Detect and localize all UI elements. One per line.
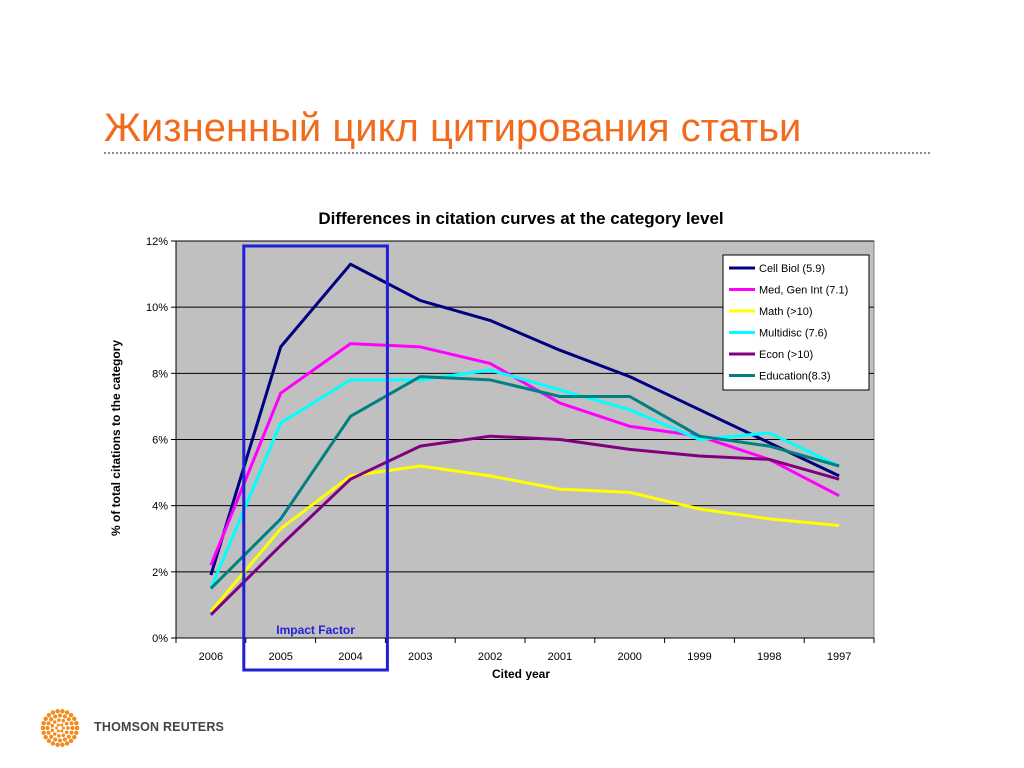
- logo-dot: [61, 733, 66, 738]
- x-tick-label: 2005: [268, 651, 292, 663]
- logo-dot: [72, 735, 77, 740]
- logo-dot: [46, 730, 51, 735]
- logo-dot: [72, 716, 77, 721]
- logo-dot: [74, 730, 79, 735]
- impact-factor-box: [242, 244, 389, 672]
- legend-box: [722, 254, 870, 391]
- x-tick-label: 1999: [687, 651, 711, 663]
- logo-dot: [50, 741, 56, 746]
- legend-label: Multidisc (7.6): [759, 328, 827, 340]
- logo-dot: [49, 717, 54, 722]
- logo-dot: [43, 716, 48, 721]
- logo-dot: [46, 721, 51, 726]
- logo-dot: [55, 709, 60, 714]
- logo-dot: [50, 710, 56, 715]
- x-axis-label: Cited year: [492, 667, 550, 680]
- logo-dot: [49, 734, 54, 739]
- legend-label: Education(8.3): [759, 371, 831, 383]
- series-line: [209, 262, 840, 576]
- legend-label: Econ (>10): [759, 349, 813, 361]
- logo-dot: [70, 726, 75, 730]
- logo-dot: [50, 723, 55, 728]
- logo-dot: [57, 734, 61, 738]
- logo-dot: [62, 714, 67, 719]
- logo-dot: [53, 732, 57, 736]
- slide-title: Жизненный цикл цитирования статьи: [104, 106, 802, 150]
- logo-dot: [64, 721, 69, 726]
- logo-dot: [66, 717, 71, 722]
- logo-dot: [62, 737, 67, 742]
- series-line: [209, 464, 840, 613]
- series-line: [209, 434, 840, 616]
- x-tick-label: 2004: [338, 651, 362, 663]
- legend-label: Med, Gen Int (7.1): [759, 285, 848, 297]
- logo-dot: [55, 726, 58, 730]
- logo-dot: [53, 714, 58, 719]
- thomson-reuters-logo-icon: [40, 709, 80, 747]
- logo-dot: [66, 726, 70, 730]
- x-tick-label: 2003: [408, 651, 432, 663]
- x-tick-label: 2002: [478, 651, 502, 663]
- logo-dot: [57, 718, 61, 722]
- logo-dot: [40, 725, 46, 731]
- logo-dot: [46, 738, 52, 743]
- x-tick-label: 2006: [199, 651, 223, 663]
- logo-dot: [61, 718, 66, 723]
- y-tick-label: 8%: [152, 368, 168, 380]
- y-tick-label: 10%: [146, 302, 168, 314]
- legend-label: Math (>10): [759, 306, 813, 318]
- series-line: [209, 375, 840, 590]
- logo-dot: [43, 735, 48, 740]
- y-tick-label: 0%: [152, 633, 168, 645]
- series-line: [209, 342, 840, 566]
- logo-dot: [64, 741, 70, 746]
- logo-dot: [68, 738, 74, 743]
- y-tick-label: 2%: [152, 567, 168, 579]
- logo-dot: [64, 710, 70, 715]
- y-tick-label: 12%: [146, 236, 168, 248]
- logo-dot: [56, 723, 60, 727]
- chart-svg: Differences in citation curves at the ca…: [96, 193, 928, 680]
- title-divider: [104, 152, 930, 154]
- logo-dot: [60, 729, 64, 733]
- logo-dot: [66, 734, 71, 739]
- logo-dot: [74, 725, 80, 731]
- logo-dot: [53, 720, 57, 724]
- logo-dot: [45, 726, 50, 730]
- logo-dot: [58, 738, 62, 743]
- logo-dot: [53, 737, 58, 742]
- logo-dot: [60, 709, 65, 714]
- logo-dot: [50, 728, 55, 733]
- company-logo: THOMSON REUTERS: [40, 708, 240, 748]
- logo-dot: [74, 721, 79, 726]
- logo-dot: [69, 721, 74, 726]
- x-tick-label: 1997: [827, 651, 851, 663]
- logo-dot: [41, 721, 46, 726]
- logo-dot: [68, 713, 74, 718]
- y-tick-label: 4%: [152, 501, 168, 513]
- series-line: [209, 368, 840, 589]
- logo-dot: [62, 726, 65, 730]
- x-tick-label: 1998: [757, 651, 781, 663]
- logo-dot: [60, 742, 65, 747]
- logo-dot: [60, 723, 64, 727]
- logo-dot: [41, 730, 46, 735]
- impact-factor-label: Impact Factor: [276, 623, 355, 637]
- citation-chart: Differences in citation curves at the ca…: [96, 193, 928, 680]
- logo-dot: [58, 713, 62, 718]
- chart-title: Differences in citation curves at the ca…: [318, 209, 723, 228]
- logo-dot: [56, 729, 60, 733]
- logo-dot: [64, 730, 69, 735]
- x-tick-label: 2001: [548, 651, 572, 663]
- logo-dot: [55, 742, 60, 747]
- y-tick-label: 6%: [152, 435, 168, 447]
- x-tick-label: 2000: [617, 651, 641, 663]
- logo-dot: [46, 713, 52, 718]
- y-axis-label: % of total citations to the category: [109, 340, 123, 536]
- logo-dot: [69, 730, 74, 735]
- legend-label: Cell Biol (5.9): [759, 263, 825, 275]
- company-logo-text: THOMSON REUTERS: [94, 720, 225, 734]
